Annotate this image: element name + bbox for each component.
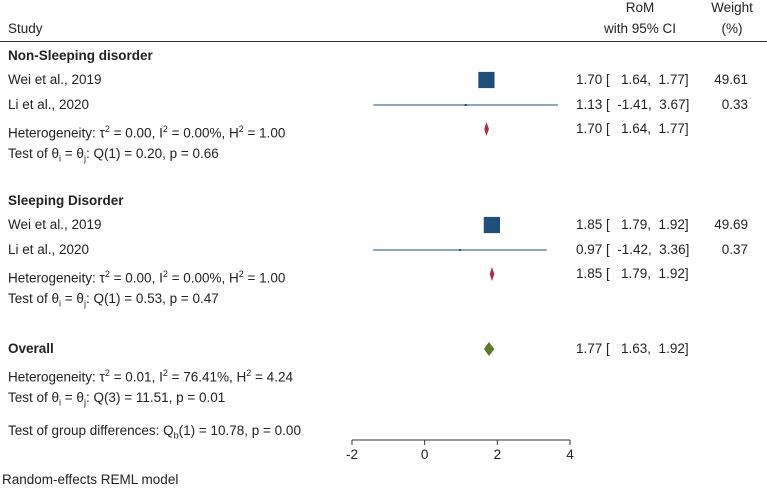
study-marker [478, 71, 495, 89]
header-divider [0, 41, 767, 42]
test-text: Test of θi = θj: Q(1) = 0.20, p = 0.66 [8, 146, 219, 164]
study-ci-text: 0.97 [ -1.42, 3.36] [576, 242, 690, 257]
study-ci-text: 1.70 [ 1.64, 1.77] [576, 72, 689, 87]
header-weight-unit: (%) [721, 21, 743, 36]
study-label: Wei et al., 2019 [8, 72, 102, 87]
overall-title: Overall [8, 341, 54, 356]
x-tick-label: -2 [346, 447, 358, 462]
subgroup-ci-text: 1.70 [ 1.64, 1.77] [576, 121, 689, 136]
study-weight: 49.61 [714, 72, 748, 87]
study-weight: 0.33 [721, 97, 748, 112]
overall-test-text: Test of θi = θj: Q(3) = 11.51, p = 0.01 [8, 390, 226, 408]
overall-ci-text: 1.77 [ 1.63, 1.92] [576, 341, 689, 356]
test-text: Test of θi = θj: Q(1) = 0.53, p = 0.47 [8, 291, 219, 309]
study-ci-text: 1.13 [ -1.41, 3.67] [576, 97, 690, 112]
x-tick-label: 4 [566, 447, 574, 462]
study-marker [483, 216, 500, 234]
study-marker [458, 249, 461, 251]
x-tick-label: 0 [421, 447, 429, 462]
subgroup-ci-text: 1.85 [ 1.79, 1.92] [576, 266, 689, 281]
group-difference-text: Test of group differences: Qb(1) = 10.78… [8, 423, 301, 441]
overall-diamond [483, 342, 495, 356]
subgroup-diamond [489, 267, 495, 281]
study-label: Li et al., 2020 [8, 97, 90, 112]
group-title-sleeping: Sleeping Disorder [8, 193, 124, 208]
header-rom-ci: with 95% CI [603, 21, 677, 36]
header-rom: RoM [625, 0, 655, 15]
study-label: Li et al., 2020 [8, 242, 90, 257]
study-marker [464, 104, 467, 106]
heterogeneity-text: Heterogeneity: τ2 = 0.00, I2 = 0.00%, H2… [8, 269, 286, 286]
study-label: Wei et al., 2019 [8, 217, 102, 232]
heterogeneity-text: Heterogeneity: τ2 = 0.00, I2 = 0.00%, H2… [8, 124, 286, 141]
study-ci-text: 1.85 [ 1.79, 1.92] [576, 217, 689, 232]
x-tick-label: 2 [494, 447, 502, 462]
study-weight: 49.69 [714, 217, 748, 232]
study-weight: 0.37 [721, 242, 748, 257]
group-title-non-sleeping: Non-Sleeping disorder [8, 48, 153, 63]
footer-model-note: Random-effects REML model [2, 472, 179, 487]
header-study: Study [8, 21, 43, 36]
subgroup-diamond [484, 122, 489, 136]
overall-heterogeneity-text: Heterogeneity: τ2 = 0.01, I2 = 76.41%, H… [8, 368, 293, 385]
header-weight: Weight [711, 0, 753, 15]
